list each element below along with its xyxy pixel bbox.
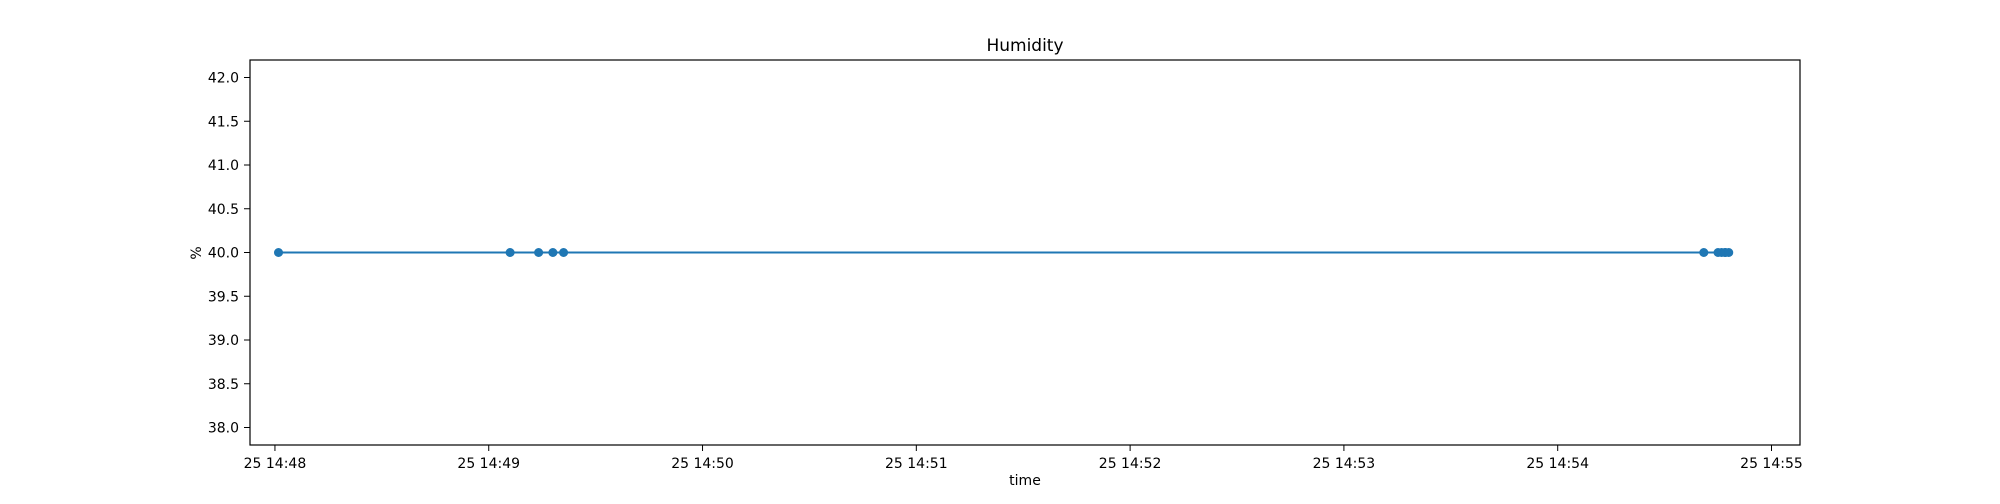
data-point [274,248,284,257]
y-tick-label: 41.5 [208,114,239,130]
y-tick-label: 39.5 [208,289,239,305]
data-point [1699,248,1709,257]
x-tick-label: 25 14:50 [671,456,734,472]
y-tick-label: 41.0 [208,158,239,174]
x-tick-label: 25 14:53 [1313,456,1376,472]
y-axis-label: % [189,246,205,259]
data-point [1724,248,1734,257]
chart-title: Humidity [986,36,1063,56]
y-tick-label: 42.0 [208,71,239,87]
x-tick-label: 25 14:48 [244,456,307,472]
x-axis-ticks: 25 14:48 25 14:49 25 14:50 25 14:51 25 14:52… [244,445,1803,472]
data-point [559,248,569,257]
y-tick-label: 38.5 [208,377,239,393]
data-point [505,248,515,257]
x-tick-label: 25 14:49 [457,456,520,472]
series-layer [274,248,1734,257]
x-tick-label: 25 14:51 [885,456,948,472]
y-tick-label: 40.5 [208,202,239,218]
x-tick-label: 25 14:54 [1526,456,1589,472]
y-tick-label: 38.0 [208,421,239,437]
data-point [548,248,558,257]
data-point [534,248,544,257]
y-tick-label: 40.0 [208,246,239,262]
x-tick-label: 25 14:52 [1099,456,1162,472]
x-tick-label: 25 14:55 [1740,456,1803,472]
y-tick-label: 39.0 [208,333,239,349]
y-axis-ticks: 38.0 38.5 39.0 39.5 40.0 40.5 41.0 41.5 42.0 [208,71,250,437]
x-axis-label: time [1009,473,1041,489]
